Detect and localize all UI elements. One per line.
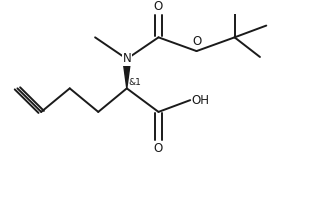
Text: N: N [122,52,131,66]
Text: O: O [154,0,163,13]
Text: O: O [192,35,201,48]
Text: &1: &1 [128,78,141,87]
Polygon shape [123,59,131,88]
Text: OH: OH [192,94,210,107]
Text: O: O [154,142,163,155]
